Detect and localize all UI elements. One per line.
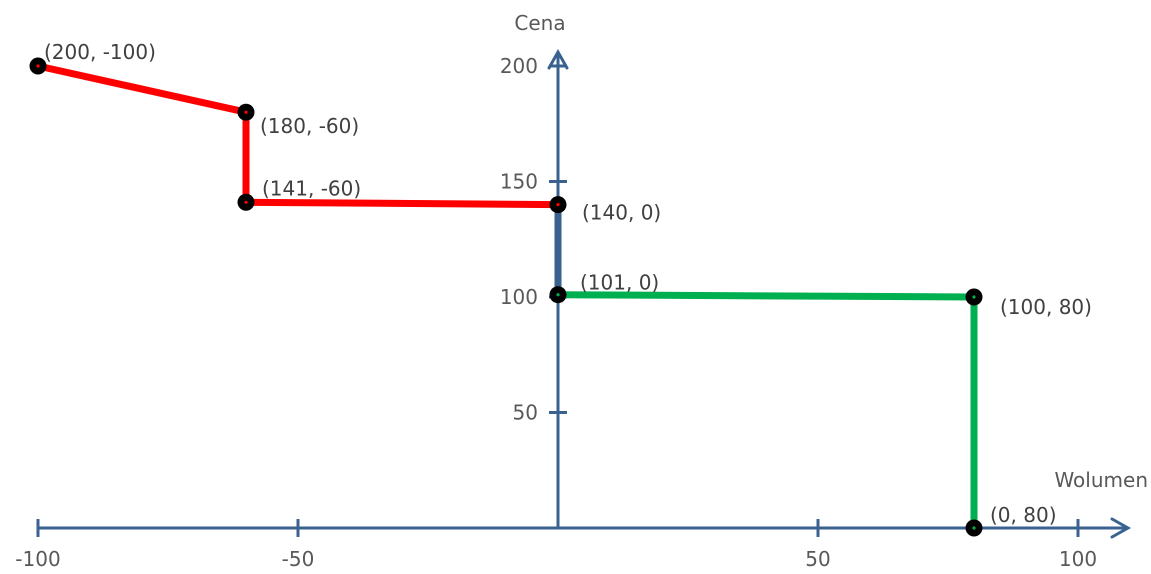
data-point-center — [972, 295, 976, 299]
x-tick-label: 100 — [1059, 547, 1097, 571]
x-axis-arrowhead — [1110, 517, 1132, 539]
data-point-label: (100, 80) — [1000, 295, 1092, 319]
y-axis-title: Cena — [514, 11, 565, 35]
x-tick-label: -50 — [282, 547, 315, 571]
data-points — [29, 57, 983, 537]
y-tick-label: 150 — [500, 170, 538, 194]
data-point-center — [244, 200, 248, 204]
data-point-center — [244, 110, 248, 114]
x-tick-label: -100 — [15, 547, 60, 571]
data-point-label: (180, -60) — [260, 114, 359, 138]
data-point-label: (140, 0) — [582, 201, 661, 225]
data-point-center — [36, 64, 40, 68]
axes: -100 -50 50 100 50 100 150 200 Cena Wolumen — [15, 11, 1148, 571]
y-tick-label: 100 — [500, 285, 538, 309]
data-point-center — [556, 203, 560, 207]
point-labels: (200, -100) (180, -60) (141, -60) (140, 0) (… — [44, 40, 1092, 527]
y-tick-label: 50 — [513, 401, 538, 425]
series-line-0 — [34, 62, 562, 209]
data-point-label: (141, -60) — [262, 176, 361, 200]
data-point-label: (200, -100) — [44, 40, 156, 64]
y-axis-arrowhead — [547, 48, 569, 70]
series-line-2 — [554, 291, 978, 532]
data-point-label: (0, 80) — [990, 503, 1057, 527]
data-point-label: (101, 0) — [580, 271, 659, 295]
data-point-center — [972, 526, 976, 530]
x-axis-title: Wolumen — [1054, 468, 1148, 492]
data-point-center — [556, 293, 560, 297]
x-tick-label: 50 — [805, 547, 830, 571]
y-tick-label: 200 — [500, 54, 538, 78]
